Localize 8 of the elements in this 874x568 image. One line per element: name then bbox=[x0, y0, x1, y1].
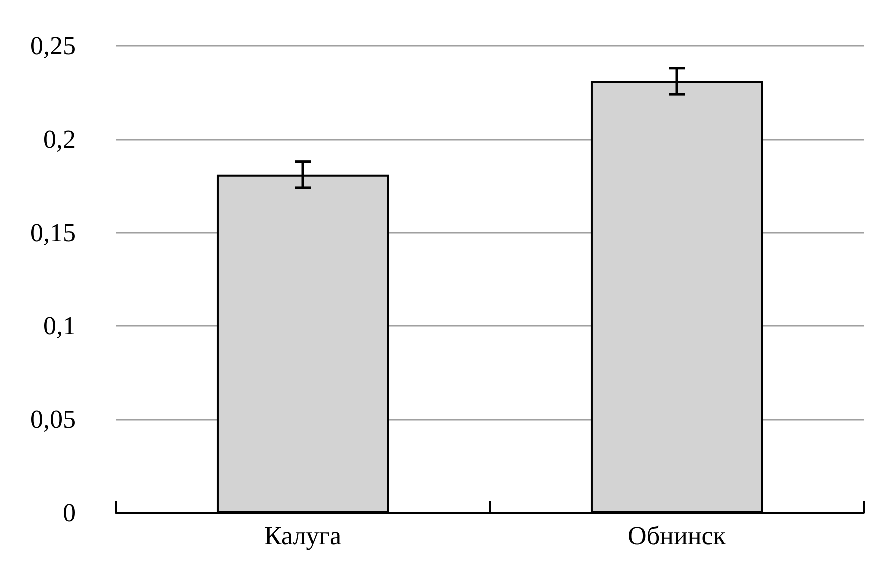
x-tick-label: Калуга bbox=[264, 522, 342, 550]
y-tick-label: 0,05 bbox=[30, 405, 76, 434]
y-tick-label: 0,25 bbox=[30, 32, 76, 60]
y-tick-label: 0,2 bbox=[44, 124, 76, 154]
y-tick-label: 0 bbox=[63, 498, 76, 528]
y-tick-label: 0,1 bbox=[44, 312, 76, 341]
y-tick-label: 0,15 bbox=[30, 218, 76, 248]
x-tick-label: Обнинск bbox=[628, 522, 726, 550]
